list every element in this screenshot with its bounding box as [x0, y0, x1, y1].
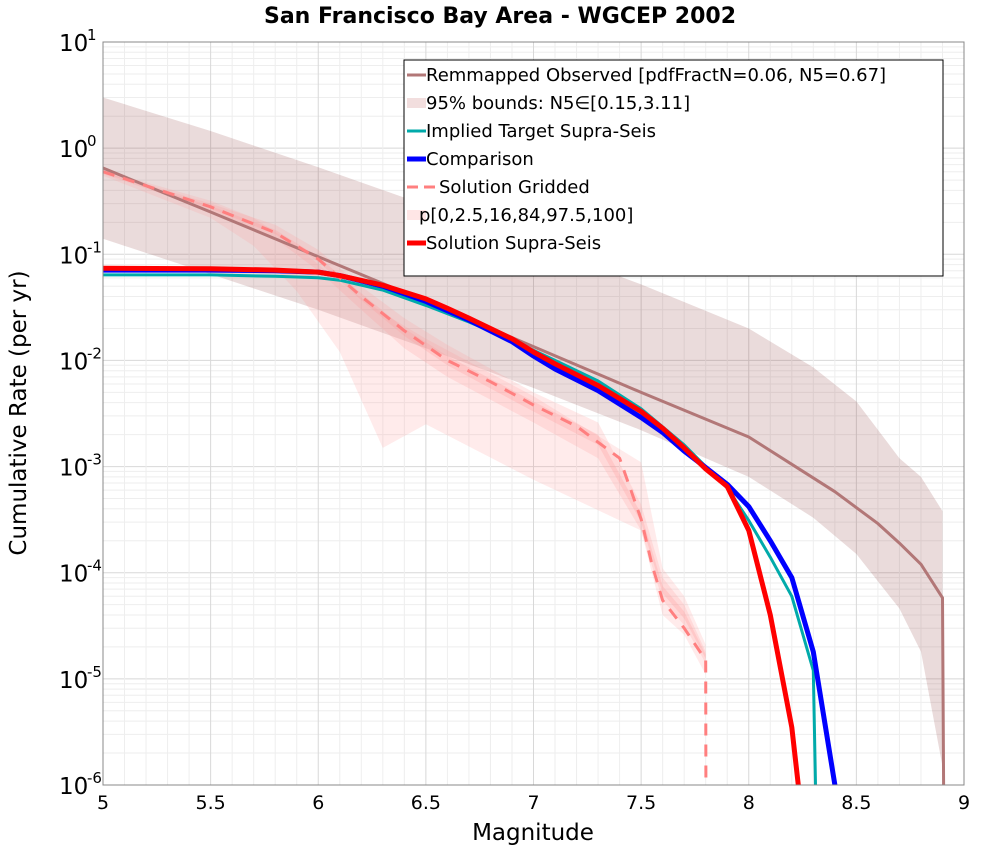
x-axis-label: Magnitude [472, 820, 594, 846]
legend-swatch [407, 210, 426, 220]
y-axis-label: Cumulative Rate (per yr) [6, 270, 32, 555]
legend-swatch [407, 98, 426, 108]
x-tick-label: 9 [958, 792, 970, 814]
band-layer [103, 97, 943, 767]
legend-label: p[0,2.5,16,84,97.5,100] [419, 205, 633, 226]
legend-label: Remmapped Observed [pdfFractN=0.06, N5=0… [426, 65, 886, 86]
y-tick-exponent: -6 [87, 769, 102, 787]
x-tick-label: 5.5 [196, 792, 226, 814]
y-tick-exponent: 0 [87, 132, 97, 150]
y-tick-exponent: -2 [87, 344, 102, 362]
y-tick-label: 10 [59, 349, 88, 375]
y-tick-exponent: 1 [87, 26, 97, 44]
band-p-2-5-97-5 [103, 170, 706, 664]
x-tick-label: 5 [97, 792, 109, 814]
y-tick-label: 10 [59, 243, 88, 269]
series-solution-gridded [102, 170, 708, 786]
legend-label: Solution Gridded [439, 177, 590, 198]
y-tick-exponent: -1 [87, 238, 102, 256]
legend-label: Implied Target Supra-Seis [426, 121, 656, 142]
legend-label: Comparison [426, 149, 534, 170]
series-remmapped-observed-pdffractn-0-06-n5-0-67- [102, 166, 946, 786]
series-solution-supra-seis [102, 265, 801, 786]
y-tick-label: 10 [59, 31, 88, 57]
x-tick-label: 8.5 [841, 792, 871, 814]
y-tick-label: 10 [59, 774, 88, 800]
legend-box [403, 59, 944, 277]
x-tick-label: 8 [743, 792, 755, 814]
x-tick-labels: 5 5.5 6 6.5 7 7.5 8 8.5 9 [97, 792, 970, 814]
y-tick-label: 10 [59, 668, 88, 694]
y-tick-exponent: -5 [87, 663, 102, 681]
series-layer [102, 166, 946, 786]
x-tick-label: 6.5 [411, 792, 441, 814]
band-p-0-100 [103, 170, 706, 675]
legend-label: Solution Supra-Seis [426, 233, 601, 254]
legend-label: 95% bounds: N5∈[0.15,3.11] [426, 93, 690, 114]
y-tick-label: 10 [59, 562, 88, 588]
x-tick-label: 7.5 [626, 792, 656, 814]
plot-frame [102, 41, 965, 786]
x-tick-label: 7 [527, 792, 539, 814]
legend: Remmapped Observed [pdfFractN=0.06, N5=0… [403, 59, 944, 277]
y-tick-label: 10 [59, 456, 88, 482]
x-tick-label: 6 [312, 792, 324, 814]
chart-title: San Francisco Bay Area - WGCEP 2002 [264, 4, 736, 29]
series-implied-target-supra-seis [103, 273, 817, 786]
y-tick-label: 10 [59, 137, 88, 163]
y-tick-exponent: -3 [87, 451, 102, 469]
band-95-bounds-n5-0-15-3-11- [103, 97, 943, 767]
y-tick-exponent: -4 [87, 557, 102, 575]
